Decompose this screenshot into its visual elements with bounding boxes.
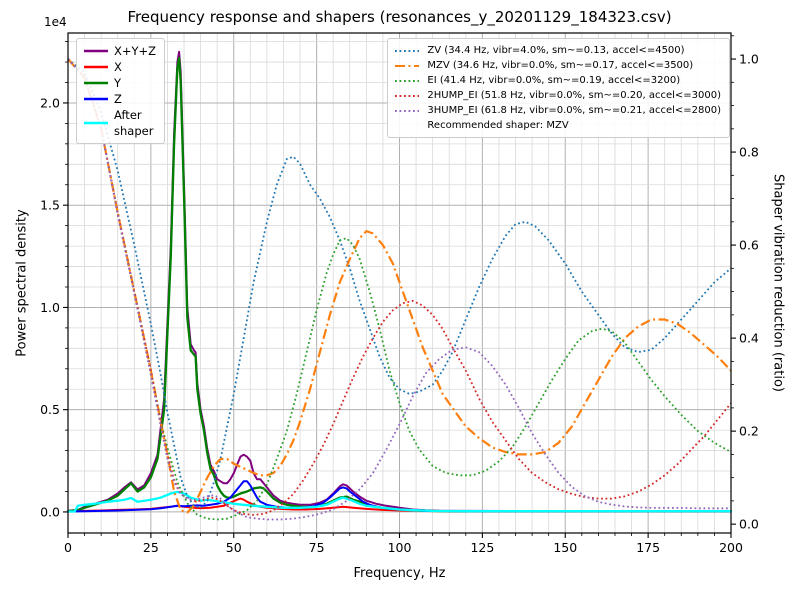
y-right-tick-label: 1.0 <box>739 52 759 67</box>
legend-psd-item: Z <box>83 91 156 107</box>
legend-shaper-item: EI (41.4 Hz, vibr=0.0%, sm~=0.19, accel<… <box>394 73 721 88</box>
series-y-line <box>66 56 733 513</box>
legend-shaper-item: 2HUMP_EI (51.8 Hz, vibr=0.0%, sm~=0.20, … <box>394 88 721 103</box>
legend-swatch-line <box>395 49 420 52</box>
y-left-tick-label: 2.0 <box>40 95 60 110</box>
legend-shaper-label: ZV (34.4 Hz, vibr=4.0%, sm~=0.13, accel<… <box>427 45 685 56</box>
legend-swatch-line <box>84 49 108 53</box>
series-mzv-line <box>67 58 732 514</box>
legend-shaper-item: ZV (34.4 Hz, vibr=4.0%, sm~=0.13, accel<… <box>394 43 721 58</box>
series-3hump-ei-line <box>67 58 731 521</box>
legend-swatch-line <box>395 109 420 112</box>
series-zv-line <box>67 58 732 509</box>
series-after-shaper-line <box>66 490 733 513</box>
legend-shaper-item: 3HUMP_EI (61.8 Hz, vibr=0.0%, sm~=0.21, … <box>394 103 721 118</box>
legend-psd-label: Z <box>114 92 122 106</box>
legend-shaper-label: MZV (34.6 Hz, vibr=0.0%, sm~=0.17, accel… <box>427 60 694 71</box>
legend-swatch <box>394 46 420 56</box>
x-tick-label: 125 <box>470 540 494 555</box>
axes-layer: 0 25 50 75 100 125 150 175 200 0.0 0.5 1.0 1.5 2.0 0.0… <box>40 32 759 555</box>
legend-swatch-line <box>395 64 420 67</box>
legend-swatch <box>394 61 420 71</box>
series-layer <box>66 50 733 521</box>
x-tick-label: 150 <box>553 540 577 555</box>
legend-shaper-label: 3HUMP_EI (61.8 Hz, vibr=0.0%, sm~=0.21, … <box>427 105 721 116</box>
legend-psd-item: X <box>83 59 156 75</box>
chart-title: Frequency response and shapers (resonanc… <box>127 8 672 26</box>
legend-swatch <box>83 62 108 72</box>
y-left-tick-label: 1.5 <box>40 198 60 213</box>
legend-psd-item: Y <box>83 75 156 91</box>
x-tick-label: 100 <box>388 540 412 555</box>
legend-shaper-item: MZV (34.6 Hz, vibr=0.0%, sm~=0.17, accel… <box>394 58 721 73</box>
legend-swatch <box>394 91 420 101</box>
y-axis-offset-text: 1e4 <box>44 15 67 29</box>
legend-swatch <box>83 78 108 88</box>
y-left-tick-label: 0.5 <box>40 402 60 417</box>
legend-swatch-line <box>84 81 108 85</box>
y-left-tick-label: 0.0 <box>40 504 60 519</box>
legend-psd-label: X <box>114 60 122 74</box>
y-right-tick-label: 0.8 <box>739 145 759 160</box>
legend-swatch <box>394 106 420 116</box>
x-axis-label: Frequency, Hz <box>353 566 446 581</box>
x-tick-label: 200 <box>719 540 743 555</box>
x-tick-label: 50 <box>226 540 242 555</box>
legend-psd-item: X+Y+Z <box>83 43 156 59</box>
legend-swatch-line <box>84 97 108 101</box>
legend-shapers: ZV (34.4 Hz, vibr=4.0%, sm~=0.13, accel<… <box>387 38 730 138</box>
y-right-tick-label: 0.6 <box>739 238 759 253</box>
x-tick-label: 175 <box>636 540 660 555</box>
y-right-tick-label: 0.0 <box>739 517 759 532</box>
legend-swatch-line <box>84 65 108 69</box>
x-tick-label: 0 <box>64 540 72 555</box>
x-tick-label: 75 <box>309 540 325 555</box>
legend-swatch-line <box>395 94 420 97</box>
legend-shaper-label: EI (41.4 Hz, vibr=0.0%, sm~=0.19, accel<… <box>427 75 681 86</box>
y-axis-label-left: Power spectral density <box>14 209 30 357</box>
legend-swatch <box>83 118 108 128</box>
legend-psd-item: After shaper <box>83 107 156 139</box>
legend-psd: X+Y+Z X Y Z After shaper <box>76 38 166 144</box>
legend-swatch <box>83 46 108 56</box>
legend-swatch <box>394 76 420 86</box>
legend-shaper-footer-label: Recommended shaper: MZV <box>427 120 569 131</box>
grid-layer <box>68 33 731 533</box>
y-axis-label-right: Shaper vibration reduction (ratio) <box>770 174 786 392</box>
y-left-tick-label: 1.0 <box>40 300 60 315</box>
legend-psd-label: After shaper <box>114 108 154 138</box>
legend-psd-label: Y <box>114 76 122 90</box>
legend-swatch-empty <box>394 121 420 131</box>
legend-shaper-footer: Recommended shaper: MZV <box>394 118 721 133</box>
legend-psd-label: X+Y+Z <box>114 44 157 58</box>
x-tick-label: 25 <box>143 540 159 555</box>
legend-shaper-label: 2HUMP_EI (51.8 Hz, vibr=0.0%, sm~=0.20, … <box>427 90 721 101</box>
y-right-tick-label: 0.4 <box>739 331 759 346</box>
y-right-tick-label: 0.2 <box>739 424 759 439</box>
legend-swatch-line <box>84 121 108 125</box>
legend-swatch <box>83 94 108 104</box>
series-ei-line <box>67 58 732 521</box>
legend-swatch-line <box>395 79 420 82</box>
